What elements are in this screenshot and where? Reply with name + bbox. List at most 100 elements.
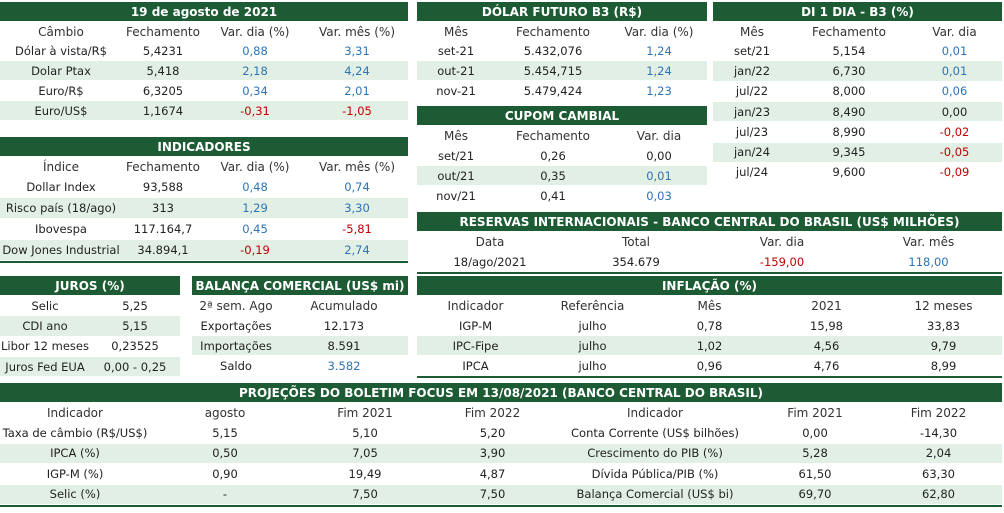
table-cell: Juros Fed EUA: [5, 359, 85, 374]
header-cell: 2021: [811, 299, 842, 313]
table-cell: Dívida Pública/PIB (%): [591, 466, 719, 481]
table-row: nov-21 5.479,424 1,23: [417, 81, 707, 100]
table-row: set/21 5,154 0,01: [713, 41, 1002, 60]
table-cell: 1,02: [696, 338, 723, 353]
table-cell: 0,00: [646, 148, 672, 163]
table-cell: 0,01: [941, 63, 968, 78]
header-cell: Indicador: [47, 406, 103, 420]
table-cell: 4,87: [479, 466, 506, 481]
header-row: Mês Fechamento Var. dia: [417, 126, 707, 146]
table-cell: 0,26: [540, 148, 566, 163]
table-cell: 5.454,715: [523, 63, 583, 78]
table-cell: -: [222, 487, 228, 502]
table-cell: julho: [578, 338, 607, 353]
table-cell: jul/22: [735, 84, 769, 99]
table-cell: jul/23: [735, 124, 769, 139]
table-cell: jan/24: [733, 145, 771, 160]
header-row: 2ª sem. Ago Acumulado: [192, 296, 408, 316]
table-cell: 7,50: [479, 487, 506, 502]
table-cell: 117.164,7: [133, 222, 193, 236]
table-cell: 15,98: [810, 318, 843, 333]
table-title: PROJEÇÕES DO BOLETIM FOCUS EM 13/08/2021…: [0, 383, 1002, 402]
table-cell: 9,600: [832, 165, 866, 180]
table-cell: -1,05: [342, 103, 372, 118]
table-row: jan/23 8,490 0,00: [713, 101, 1002, 122]
table-cell: nov-21: [436, 83, 476, 98]
table-border: [0, 505, 1002, 507]
table-cell: 8,99: [930, 358, 957, 373]
header-cell: Var. dia: [636, 129, 682, 143]
header-cell: Mês: [444, 24, 468, 39]
table-cell: -0,19: [240, 243, 270, 257]
table-cell: 19,49: [348, 466, 382, 481]
header-cell: Fechamento: [126, 24, 200, 39]
table-cell: Importações: [200, 338, 272, 353]
table-border: [0, 261, 408, 263]
table-cell: Libor 12 meses: [1, 339, 89, 354]
table-cell: 7,05: [352, 446, 378, 461]
table-row: Exportações 12.173: [192, 316, 408, 335]
table-cell: 1,1674: [142, 103, 184, 118]
table-cell: Euro/US$: [34, 103, 88, 118]
table-title: JUROS (%): [0, 276, 180, 295]
table-cell: 0,41: [540, 188, 566, 203]
table-cell: 0,00 - 0,25: [103, 359, 167, 374]
header-cell: Referência: [560, 299, 625, 313]
table-cell: set/21: [733, 43, 771, 58]
table-title: RESERVAS INTERNACIONAIS - BANCO CENTRAL …: [417, 212, 1002, 231]
table-row: IGP-M julho 0,78 15,98 33,83: [417, 316, 1002, 335]
table-title: CUPOM CAMBIAL: [417, 106, 707, 125]
table-cell: Risco país (18/ago): [5, 201, 117, 215]
header-cell: 12 meses: [914, 299, 973, 313]
header-cell: Var. dia (%): [624, 24, 694, 39]
table-cell: 2,74: [344, 243, 370, 257]
table-cell: 5,10: [352, 425, 378, 440]
table-cell: julho: [578, 318, 607, 333]
header-cell: Fechamento: [516, 24, 590, 39]
table-row: out/21 0,35 0,01: [417, 166, 707, 185]
table-cell: 0,90: [212, 466, 238, 481]
table-cell: Ibovespa: [35, 222, 87, 236]
table-row: Importações 8.591: [192, 336, 408, 355]
table-row: Selic 5,25: [0, 296, 180, 315]
table-cell: -0,09: [939, 165, 970, 180]
header-row: Câmbio Fechamento Var. dia (%) Var. mês (%): [0, 22, 408, 41]
table-cell: 0,23525: [111, 339, 159, 354]
header-cell: Fim 2021: [337, 406, 393, 420]
table-cell: IPCA: [462, 358, 489, 373]
table-row: out-21 5.454,715 1,24: [417, 61, 707, 80]
header-cell: Fim 2021: [787, 406, 843, 420]
header-cell: agosto: [204, 406, 246, 420]
table-cell: 0,48: [242, 180, 268, 194]
table-cell: 4,56: [813, 338, 840, 353]
table-cell: jan/23: [733, 104, 771, 119]
table-cell: 0,01: [646, 168, 672, 183]
table-row: Euro/US$ 1,1674 -0,31 -1,05: [0, 101, 408, 120]
table-row: Selic (%) - 7,50 7,50 Balança Comercial (US$…: [0, 484, 1002, 504]
table-cell: 5.479,424: [523, 83, 583, 98]
header-cell: Data: [475, 235, 505, 249]
table-cell: 2,04: [925, 446, 952, 461]
table-cell: 0,06: [941, 84, 968, 99]
header-cell: Mês: [444, 129, 468, 143]
table-row: CDI ano 5,15: [0, 316, 180, 336]
table-cell: 0,34: [242, 83, 268, 98]
table-cell: 4,76: [813, 358, 840, 373]
table-cell: julho: [578, 358, 607, 373]
table-row: jan/24 9,345 -0,05: [713, 142, 1002, 162]
header-row: Indicador Referência Mês 2021 12 meses: [417, 296, 1002, 316]
table-cell: -159,00: [759, 254, 805, 269]
table-cell: 0,78: [696, 318, 723, 333]
table-cell: 5,154: [832, 43, 866, 58]
header-cell: Var. mês: [902, 235, 955, 249]
table-cell: 0,50: [212, 446, 238, 461]
table-cell: 1,29: [242, 201, 268, 215]
table-row: set/21 0,26 0,00: [417, 146, 707, 165]
table-cell: 0,88: [242, 43, 268, 58]
table-cell: Dow Jones Industrial: [2, 243, 120, 257]
header-row: Data Total Var. dia Var. mês: [417, 232, 1002, 252]
header-cell: Mês: [740, 24, 764, 39]
table-cell: -5,81: [342, 222, 372, 236]
table-cell: set-21: [437, 43, 475, 58]
